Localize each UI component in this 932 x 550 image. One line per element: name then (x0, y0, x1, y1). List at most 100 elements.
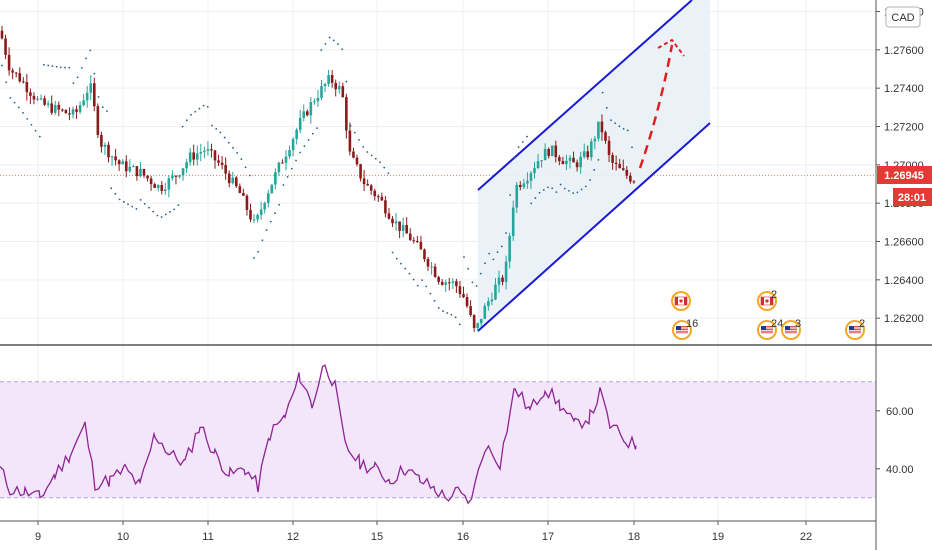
psar-dot (387, 172, 390, 175)
candle-down (366, 184, 369, 186)
countdown-badge: 28:01 (893, 188, 932, 206)
psar-dot (597, 158, 600, 161)
candle-down (213, 150, 217, 161)
candle-up (593, 138, 597, 142)
channel-fill (478, 0, 710, 331)
candle-up (103, 144, 107, 147)
rising-channel[interactable] (477, 0, 711, 332)
price-axis[interactable]: 1.278001.276001.274001.272001.270001.268… (876, 7, 924, 326)
candle-down (217, 160, 220, 163)
candle-up (298, 117, 302, 130)
psar-dot (429, 292, 432, 295)
psar-dot (534, 197, 537, 199)
us-flag-icon[interactable]: 2 (845, 318, 865, 340)
candle-down (25, 81, 29, 93)
candle-down (519, 184, 522, 188)
flag-right-band (770, 297, 773, 305)
psar-dot (505, 232, 507, 234)
candle-up (540, 160, 543, 162)
candle-down (586, 151, 590, 158)
psar-dot (622, 127, 625, 130)
candle-up (295, 129, 298, 139)
flag-stripe (761, 329, 773, 330)
economic-events[interactable]: 16 2 24 3 2 (671, 289, 865, 340)
candle-up (167, 178, 171, 190)
event-count: 24 (771, 318, 783, 330)
candle-up (82, 100, 85, 106)
candle-up (231, 177, 235, 184)
psar-dot (211, 124, 213, 127)
canada-flag-icon[interactable]: 2 (757, 289, 777, 311)
candle-down (149, 178, 153, 185)
psar-dot (257, 250, 260, 253)
flag-stripe (785, 329, 797, 330)
candle-up (188, 152, 192, 163)
rsi-axis[interactable]: 60.00 40.00 (876, 406, 914, 476)
flag-right-band (684, 297, 687, 305)
candle-down (96, 106, 100, 135)
time-axis[interactable]: 9 10 11 12 15 16 17 18 19 22 (35, 521, 812, 543)
psar-dot (127, 203, 129, 206)
projection-path (638, 44, 674, 169)
psar-dot (26, 117, 29, 120)
psar-dot (72, 82, 75, 85)
candle-down (448, 282, 451, 284)
countdown-bg (893, 188, 932, 206)
event-count: 2 (859, 318, 865, 330)
flag-stripe (676, 330, 688, 332)
candle-down (632, 181, 636, 183)
projection-arrow[interactable] (638, 38, 685, 169)
candle-up (266, 193, 270, 204)
candle-up (71, 109, 75, 115)
candle-up (597, 121, 600, 139)
psar-dot (282, 184, 285, 186)
candle-down (192, 152, 195, 160)
psar-dot (631, 146, 633, 149)
candle-down (220, 162, 224, 165)
candle-up (203, 150, 206, 153)
price-tick-label: 1.27200 (884, 122, 924, 134)
projection-arrowhead (657, 38, 685, 57)
psar-dot (232, 146, 234, 149)
candle-down (0, 30, 4, 39)
candle-down (391, 218, 394, 224)
candle-up (284, 156, 288, 163)
flag-leaf (679, 299, 683, 303)
candle-down (465, 297, 469, 307)
flag-canton (676, 326, 681, 330)
psar-dot (328, 36, 331, 39)
candle-down (554, 145, 558, 158)
candle-down (607, 140, 611, 156)
candle-up (181, 168, 185, 176)
price-tick-label: 1.27600 (884, 45, 924, 57)
candle-down (224, 164, 227, 174)
price-tick-label: 1.26200 (884, 313, 924, 325)
canada-flag-icon[interactable] (671, 291, 691, 311)
psar-dot (383, 166, 386, 169)
psar-dot (416, 284, 419, 287)
psar-dot (219, 131, 222, 134)
psar-dot (85, 57, 87, 60)
candle-up (288, 150, 291, 157)
psar-dot (404, 267, 407, 270)
candle-down (575, 162, 579, 168)
candle-down (614, 162, 618, 165)
candle-up (476, 323, 479, 328)
candle-up (46, 103, 50, 105)
flag-stripe (676, 327, 688, 329)
currency-badge[interactable]: CAD (885, 6, 921, 28)
us-flag-icon[interactable]: 3 (781, 318, 801, 340)
us-flag-icon[interactable]: 24 (757, 318, 783, 340)
rsi-band (0, 381, 876, 498)
psar-dot (517, 146, 520, 149)
psar-dot (475, 285, 478, 287)
candle-up (132, 166, 135, 168)
psar-dot (311, 132, 314, 135)
psar-dot (17, 106, 20, 109)
psar-dot (337, 43, 339, 46)
us-flag-icon[interactable]: 16 (672, 318, 698, 340)
candle-down (369, 185, 373, 191)
psar-dot (500, 245, 503, 248)
psar-dot (391, 251, 394, 254)
